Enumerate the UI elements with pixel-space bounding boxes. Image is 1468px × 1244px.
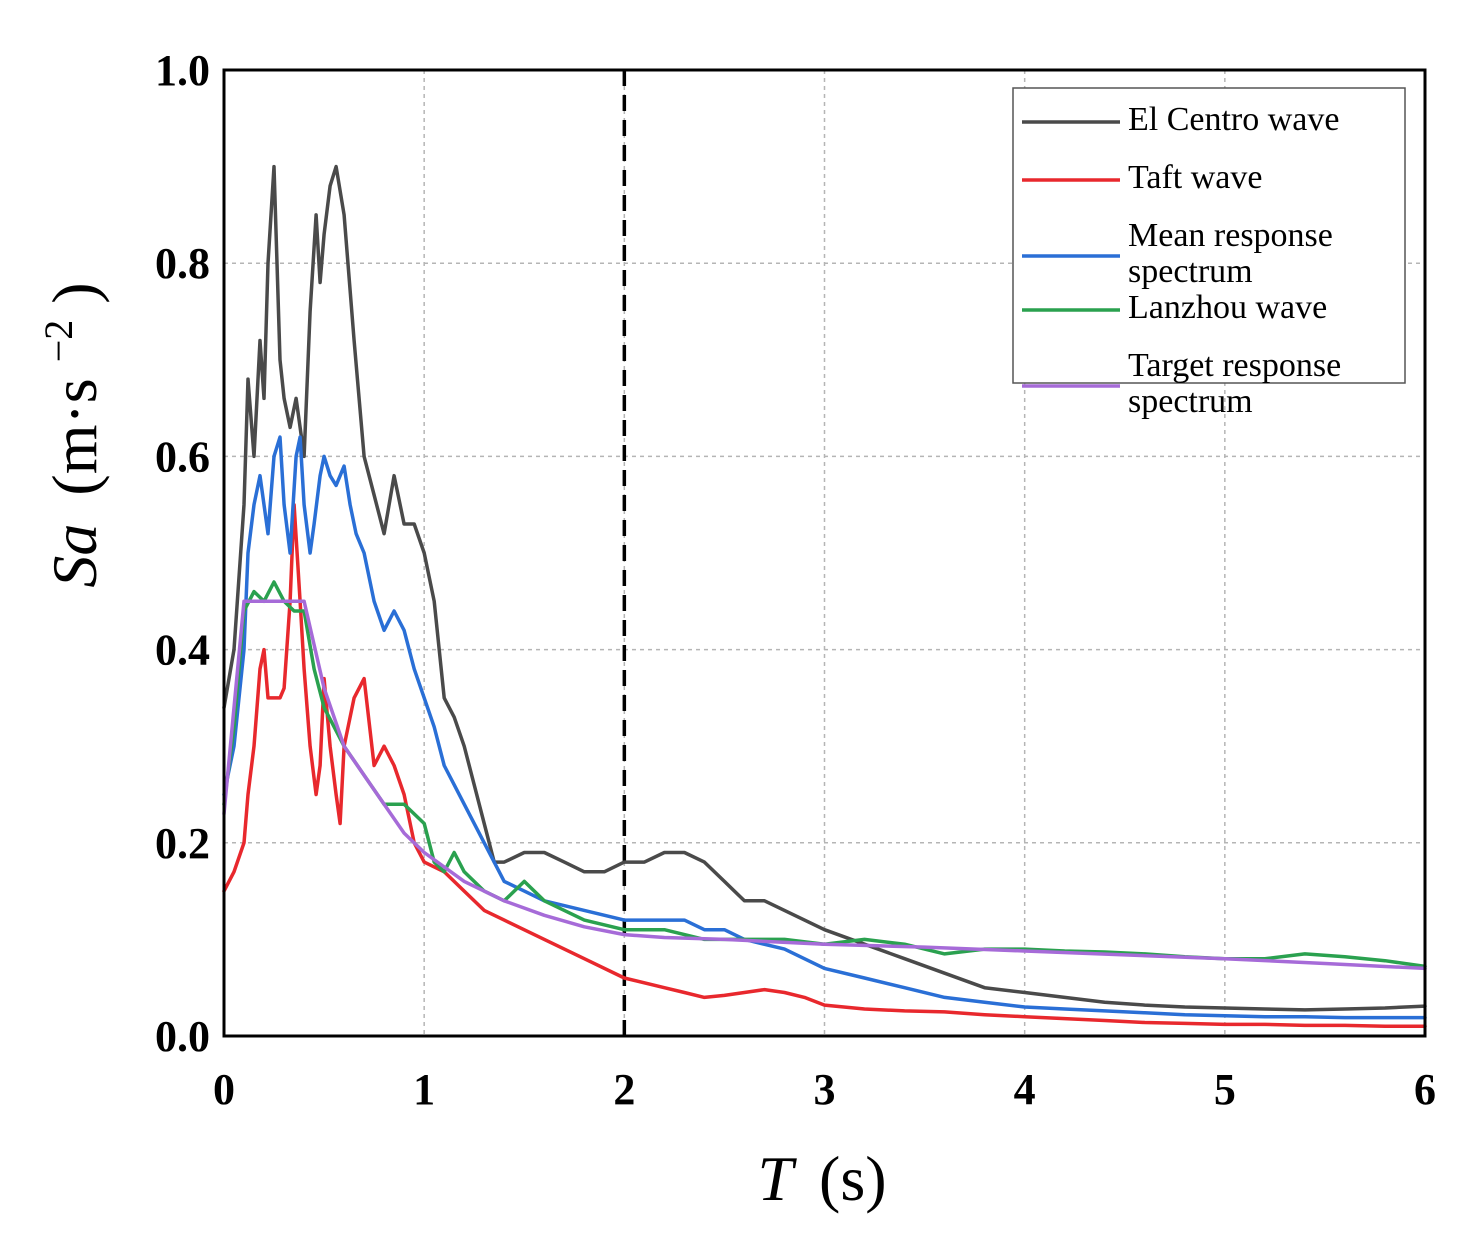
- y-tick-label-5: 1.0: [155, 46, 210, 95]
- y-tick-label-3: 0.6: [155, 432, 210, 481]
- series-line-target-response-spectrum: [222, 599, 1427, 971]
- x-axis-label-var: T: [757, 1143, 797, 1214]
- legend-item-lanzhou-wave: Lanzhou wave: [1022, 289, 1327, 326]
- y-axis-label: Sa (m·s −2 ): [15, 282, 110, 587]
- x-axis-label-unit: (s): [819, 1143, 887, 1214]
- x-tick-label-5: 5: [1214, 1065, 1236, 1114]
- y-axis-label-close: ): [39, 282, 110, 303]
- legend-label-lanzhou-wave: Lanzhou wave: [1128, 289, 1327, 326]
- x-tick-label-3: 3: [814, 1065, 836, 1114]
- series-line-el-centro-wave: [222, 164, 1427, 1012]
- x-tick-label-6: 6: [1414, 1065, 1436, 1114]
- y-axis-label-var: Sa: [39, 524, 110, 588]
- x-tick-label-4: 4: [1014, 1065, 1036, 1114]
- x-tick-label-2: 2: [613, 1065, 635, 1114]
- legend-item-el-centro-wave: El Centro wave: [1022, 101, 1340, 138]
- y-axis-label-exponent: −2: [36, 320, 81, 363]
- legend-box: [1012, 87, 1406, 384]
- plot-frame: [222, 68, 1427, 1038]
- legend-label-target-response-spectrum-1: spectrum: [1128, 383, 1253, 420]
- legend-label-mean-response-spectrum-0: Mean response: [1128, 217, 1333, 254]
- legend-label-target-response-spectrum-0: Target response: [1128, 347, 1341, 384]
- legend-label-taft-wave: Taft wave: [1128, 159, 1263, 196]
- y-tick-label-1: 0.2: [155, 819, 210, 868]
- x-axis-label: T (s): [757, 1143, 886, 1214]
- tick-labels: 0 1 2 3 4 5 6 0.0 0.2 0.4 0.6 0.8 1.0: [155, 46, 1436, 1114]
- y-axis-label-unit: (m·s: [39, 378, 110, 495]
- y-tick-label-4: 0.8: [155, 239, 210, 288]
- series-line-taft-wave: [222, 502, 1427, 1029]
- y-tick-label-0: 0.0: [155, 1012, 210, 1061]
- legend-label-mean-response-spectrum-1: spectrum: [1128, 253, 1253, 290]
- legend-label-el-centro-wave: El Centro wave: [1128, 101, 1340, 138]
- x-tick-label-0: 0: [213, 1065, 235, 1114]
- series-line-mean-response-spectrum: [222, 435, 1427, 1020]
- legend-item-taft-wave: Taft wave: [1022, 159, 1263, 196]
- y-tick-label-2: 0.4: [155, 626, 210, 675]
- series-group: [222, 164, 1427, 1029]
- series-line-lanzhou-wave: [222, 580, 1427, 969]
- x-tick-label-1: 1: [413, 1065, 435, 1114]
